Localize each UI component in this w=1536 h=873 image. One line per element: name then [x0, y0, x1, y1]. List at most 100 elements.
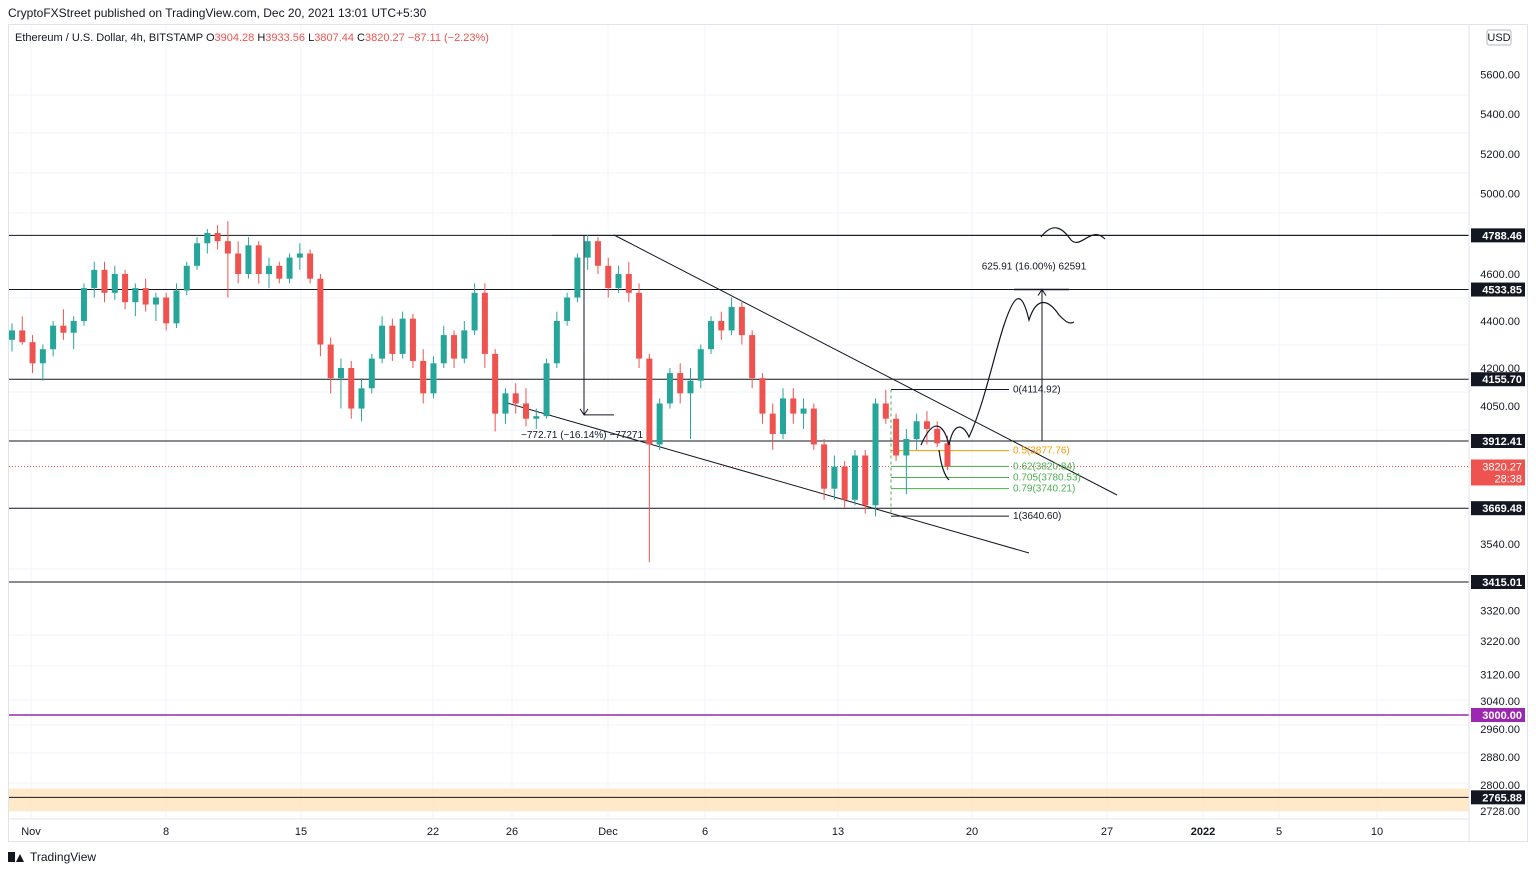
y-tick-label: 2728.00 [1480, 806, 1520, 818]
x-tick-label: 6 [702, 826, 708, 838]
candle-body [708, 321, 715, 350]
candle-body [646, 358, 653, 445]
candle-body [605, 265, 612, 289]
candle-body [523, 403, 529, 419]
y-tick-label: 4200.00 [1480, 363, 1520, 375]
candle-body [636, 292, 643, 359]
fib-level-label: 1(3640.60) [1013, 511, 1061, 522]
target-wave [1040, 227, 1106, 243]
candle-body [656, 403, 663, 445]
candle-body [255, 245, 262, 274]
projection-dip [938, 449, 950, 481]
price-level-badge [1471, 282, 1525, 297]
candle-body [841, 466, 848, 500]
candle-body [276, 265, 283, 279]
candle-body [183, 265, 190, 291]
candle-body [810, 408, 817, 445]
measure-up-label: 625.91 (16.00%) 62591 [982, 262, 1087, 273]
price-level-badge-label: 2765.88 [1482, 792, 1522, 804]
candle-body [111, 274, 118, 293]
candle-body [800, 408, 807, 414]
y-tick-label: 5000.00 [1480, 188, 1520, 200]
candle-body [379, 325, 386, 359]
price-chart[interactable]: 0(4114.92) 0.5(3877.76) 0.62(3820.84)0.705… [9, 25, 1527, 841]
y-tick-label: 3120.00 [1480, 669, 1520, 681]
x-tick-label: 13 [832, 826, 844, 838]
x-tick-label: 26 [506, 826, 518, 838]
y-tick-label: 4400.00 [1480, 316, 1520, 328]
candle-body [666, 373, 673, 404]
candle-body [492, 353, 499, 414]
candle-body [430, 363, 437, 394]
price-level-badge [1471, 790, 1525, 805]
candle-body [821, 444, 828, 489]
price-level-badge-label: 4155.70 [1482, 374, 1522, 386]
candle-body [944, 443, 951, 467]
candle-body [194, 243, 201, 266]
candle-body [574, 257, 581, 298]
candle-body [512, 393, 519, 404]
candle-body [173, 290, 180, 324]
price-level-badge-label: 3000.00 [1482, 710, 1522, 722]
y-tick-label: 2880.00 [1480, 752, 1520, 764]
candle-body [543, 363, 550, 417]
candle-body [245, 245, 252, 274]
candle-body [9, 330, 15, 340]
candle-body [769, 413, 776, 434]
y-tick-label: 2960.00 [1480, 724, 1520, 736]
candle-body [872, 403, 879, 506]
chart-frame[interactable]: 0(4114.92) 0.5(3877.76) 0.62(3820.84) 0.705… [8, 24, 1528, 842]
candle-body [862, 455, 869, 506]
fib-level-label: 0.79(3740.21) [1013, 484, 1075, 495]
countdown-label: 28:38 [1494, 473, 1522, 485]
lower-trendline [506, 402, 1030, 554]
x-tick-label: 10 [1371, 826, 1383, 838]
candle-body [831, 466, 838, 489]
candle-body [440, 335, 447, 364]
measure-up-arrow-icon [1037, 288, 1047, 296]
upper-trendline [613, 234, 1118, 496]
y-tick-label: 5200.00 [1480, 149, 1520, 161]
candle-body [759, 378, 766, 414]
candle-body [39, 349, 46, 364]
current-price-label: 3820.27 [1482, 461, 1522, 473]
current-price-badge [1471, 459, 1525, 486]
candle-body [687, 380, 694, 394]
candle-body [142, 288, 149, 305]
measure-down-label: −772.71 (−16.14%) −77271 [521, 430, 643, 441]
candle-body [389, 325, 396, 354]
candle-body [749, 335, 756, 379]
candle-body [728, 306, 735, 331]
candle-body [307, 253, 314, 279]
y-tick-label: 3540.00 [1480, 539, 1520, 551]
price-level-badge-label: 3912.41 [1482, 436, 1522, 448]
candle-body [584, 241, 591, 258]
candle-body [296, 253, 303, 258]
candle-body [286, 257, 293, 279]
currency-badge[interactable] [1486, 29, 1512, 46]
fib-level-label: 0.5(3877.76) [1013, 446, 1070, 457]
demand-zone [9, 788, 1469, 811]
candle-body [615, 274, 622, 289]
candle-body [409, 318, 416, 361]
footer-brand: TradingView [8, 850, 96, 864]
candle-body [266, 265, 272, 274]
candle-body [101, 269, 108, 293]
candle-body [471, 292, 478, 331]
candle-body [91, 269, 98, 289]
candle-body [934, 428, 941, 444]
candle-body [214, 233, 221, 242]
candle-body [780, 398, 786, 434]
candle-body [851, 455, 858, 500]
candle-body [502, 393, 509, 414]
x-tick-label: Dec [598, 826, 618, 838]
candle-body [420, 360, 427, 394]
candle-body [152, 297, 159, 305]
y-tick-label: 3320.00 [1480, 606, 1520, 618]
candle-body [461, 330, 468, 359]
publish-info: CryptoFXStreet published on TradingView.… [8, 6, 426, 20]
x-tick-label: 5 [1276, 826, 1282, 838]
candle-body [451, 335, 458, 359]
x-tick-label: 8 [163, 826, 169, 838]
candle-body [60, 325, 67, 333]
